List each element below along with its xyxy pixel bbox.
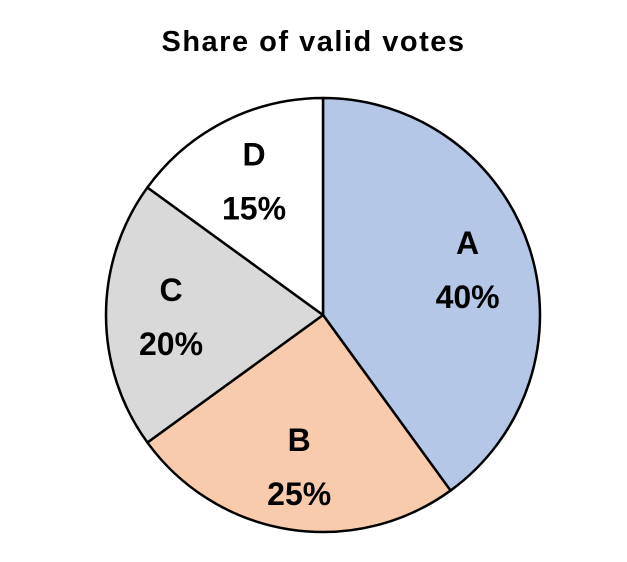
slice-value-label-b: 25% bbox=[267, 476, 331, 512]
slice-value-label-a: 40% bbox=[436, 279, 500, 315]
slice-value-label-c: 20% bbox=[139, 326, 203, 362]
chart-title: Share of valid votes bbox=[161, 26, 466, 58]
pie-slice-c bbox=[104, 186, 325, 444]
pie-slice-a bbox=[321, 96, 542, 492]
slice-value-label-d: 15% bbox=[222, 191, 286, 227]
slice-name-label-d: D bbox=[242, 137, 265, 173]
pie-slice-d bbox=[146, 96, 325, 317]
pie-slice-b bbox=[146, 313, 452, 534]
pie-labels: A 40% B 25% C 20% D 15% bbox=[139, 137, 500, 512]
slice-name-label-b: B bbox=[288, 422, 311, 458]
pie-slices bbox=[104, 96, 542, 534]
slice-name-label-a: A bbox=[456, 225, 479, 261]
slice-name-label-c: C bbox=[159, 272, 182, 308]
